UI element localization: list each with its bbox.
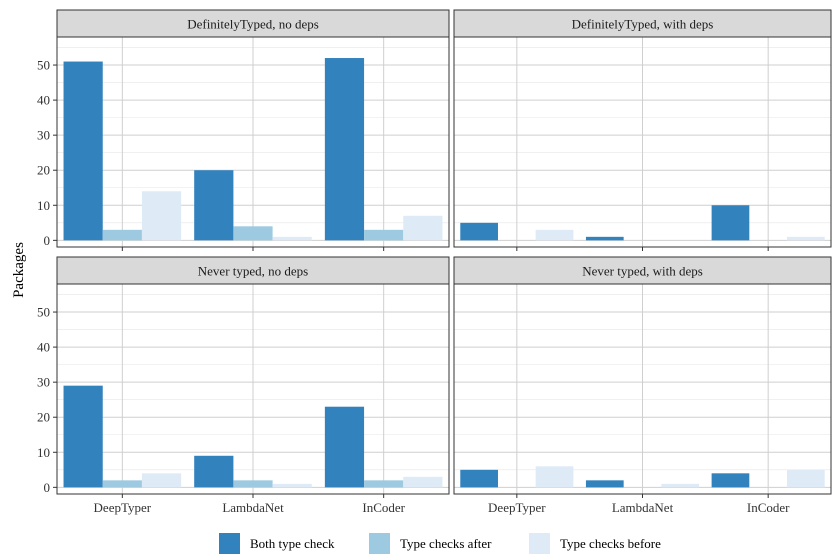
bar-type-checks-after-lambdanet: [233, 480, 273, 488]
legend-label: Type checks before: [560, 536, 661, 551]
y-axes: 0 10 20 30 40 50 0 10 20 30 40 50: [37, 58, 57, 495]
bar-type-checks-before-incoder: [787, 236, 825, 241]
bar-type-checks-before-incoder: [403, 215, 443, 241]
x-tick-label-lambdanet: LambdaNet: [222, 500, 284, 515]
y-tick-label: 20: [37, 410, 50, 425]
panel-strip: [56, 9, 450, 38]
bar-both-type-check-lambdanet: [585, 236, 624, 241]
bar-both-type-check-lambdanet: [585, 480, 624, 488]
legend-swatch: [529, 533, 550, 554]
y-tick-label: 40: [37, 340, 50, 355]
panel-strip: [56, 256, 450, 285]
bar-type-checks-before-deeptyper: [141, 473, 182, 488]
bar-type-checks-before-deeptyper: [141, 191, 182, 241]
legend-item-both-type-check: Both type check: [219, 533, 335, 554]
legend-item-type-checks-before: Type checks before: [529, 533, 661, 554]
panel-title: DefinitelyTyped, no deps: [187, 17, 319, 32]
bar-both-type-check-incoder: [711, 205, 750, 241]
legend-label: Both type check: [250, 536, 335, 551]
bar-both-type-check-deeptyper: [460, 469, 498, 488]
y-tick-label: 50: [37, 58, 50, 73]
panel-title: DefinitelyTyped, with deps: [572, 17, 714, 32]
bar-type-checks-after-incoder: [364, 229, 404, 241]
bar-type-checks-before-lambdanet: [272, 236, 312, 241]
bar-both-type-check-incoder: [324, 406, 365, 488]
panel-never-typed-no-deps: Never typed, no deps: [56, 256, 450, 495]
bar-type-checks-before-lambdanet: [661, 483, 700, 488]
chart-panels: DefinitelyTyped, no deps DefinitelyTyped,…: [56, 9, 832, 495]
legend-label: Type checks after: [400, 536, 492, 551]
legend-item-type-checks-after: Type checks after: [369, 533, 492, 554]
bar-type-checks-after-deeptyper: [102, 229, 142, 241]
bar-type-checks-before-lambdanet: [272, 483, 312, 488]
bar-type-checks-before-incoder: [403, 476, 443, 488]
y-tick-label: 20: [37, 163, 50, 178]
y-tick-label: 40: [37, 93, 50, 108]
bar-both-type-check-lambdanet: [194, 455, 234, 488]
bar-type-checks-after-incoder: [364, 480, 404, 488]
y-axis-title: Packages: [11, 242, 27, 298]
legend-swatch: [219, 533, 240, 554]
x-tick-label-incoder: InCoder: [747, 500, 790, 515]
bar-both-type-check-incoder: [324, 58, 365, 241]
x-tick-label-lambdanet: LambdaNet: [612, 500, 674, 515]
bar-both-type-check-deeptyper: [63, 61, 103, 241]
bar-both-type-check-deeptyper: [63, 385, 103, 488]
y-tick-label: 0: [44, 480, 51, 495]
bar-both-type-check-incoder: [711, 473, 750, 488]
panel-never-typed-with-deps: Never typed, with deps: [453, 256, 832, 495]
panel-title: Never typed, no deps: [198, 264, 308, 279]
bar-type-checks-before-deeptyper: [535, 229, 574, 241]
panel-strip: [453, 256, 832, 285]
bar-type-checks-after-lambdanet: [233, 226, 273, 241]
bar-both-type-check-lambdanet: [194, 170, 234, 241]
y-tick-label: 0: [44, 233, 51, 248]
legend: Both type check Type checks after Type che…: [219, 533, 661, 554]
panel-strip: [453, 9, 832, 38]
y-tick-label: 50: [37, 305, 50, 320]
bar-type-checks-before-incoder: [787, 469, 825, 488]
legend-swatch: [369, 533, 390, 554]
bar-both-type-check-deeptyper: [460, 222, 498, 241]
panel-title: Never typed, with deps: [582, 264, 703, 279]
y-tick-label: 30: [37, 128, 50, 143]
bar-type-checks-after-deeptyper: [102, 480, 142, 488]
y-tick-label: 10: [37, 445, 50, 460]
y-tick-label: 10: [37, 198, 50, 213]
x-axes: DeepTyper LambdaNet InCoder DeepTyper Lambda…: [94, 247, 790, 515]
panel-definitelytyped-with-deps: DefinitelyTyped, with deps: [453, 9, 832, 248]
y-tick-label: 30: [37, 375, 50, 390]
panel-definitelytyped-no-deps: DefinitelyTyped, no deps: [56, 9, 450, 248]
x-tick-label-incoder: InCoder: [362, 500, 405, 515]
x-tick-label-deeptyper: DeepTyper: [94, 500, 152, 515]
bar-type-checks-before-deeptyper: [535, 466, 574, 488]
x-tick-label-deeptyper: DeepTyper: [488, 500, 546, 515]
